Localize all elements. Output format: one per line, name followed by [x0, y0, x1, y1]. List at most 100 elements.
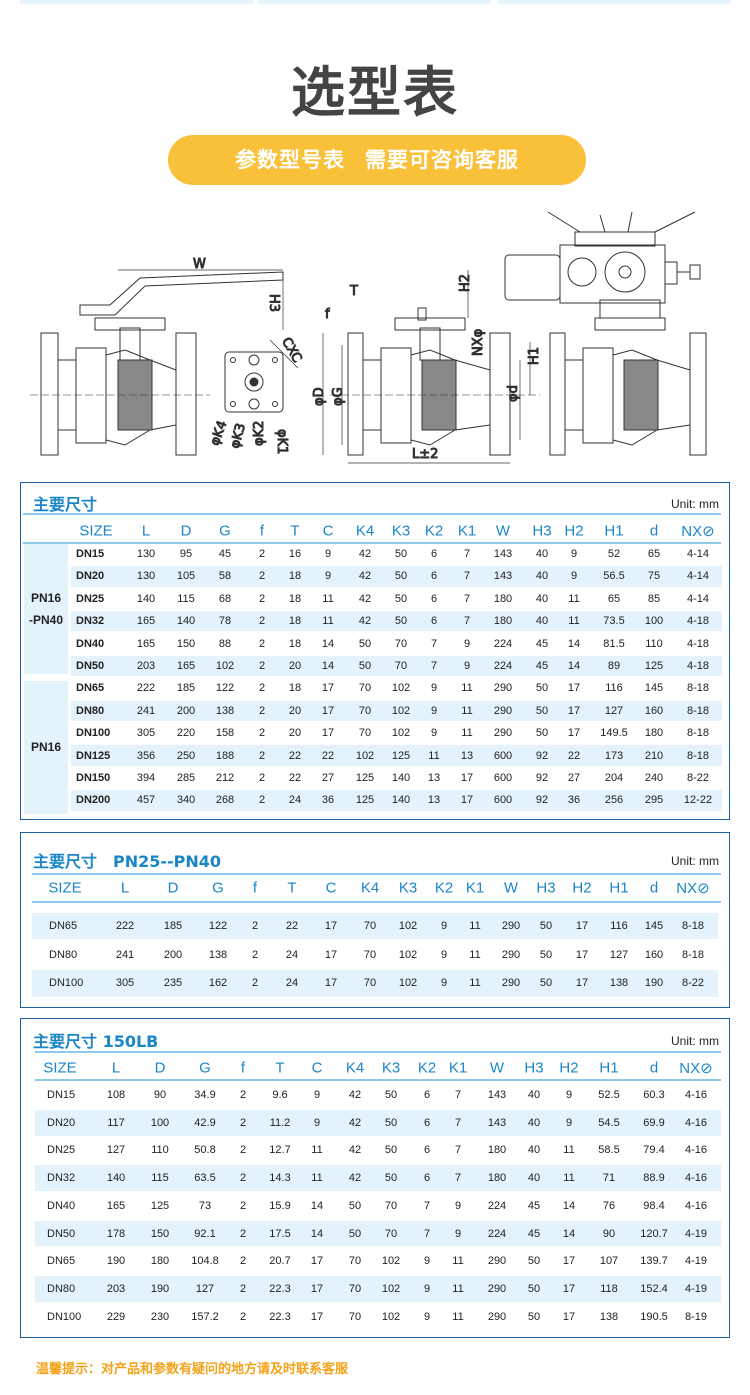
table-cell: 8-18: [681, 920, 705, 932]
column-header: W: [503, 879, 519, 897]
table-cell: 165: [136, 615, 156, 628]
table-cell: 45: [527, 1199, 541, 1212]
table-cell: 17: [321, 704, 335, 717]
group-text: PN16 -PN40: [28, 590, 63, 627]
table-cell: 102: [398, 920, 418, 932]
table-cell: 50: [384, 1172, 398, 1185]
table-cell: 229: [106, 1310, 126, 1323]
table-cell: 100: [150, 1116, 170, 1129]
column-header: f: [259, 522, 265, 540]
table-cell: 11: [322, 615, 334, 628]
table-cell: 88: [218, 637, 232, 650]
table-cell: 16: [288, 548, 302, 560]
dim-K1: φK1: [274, 429, 289, 454]
table-cell: 17: [324, 948, 338, 961]
table-cell: 295: [644, 794, 664, 807]
table-cell: 143: [493, 570, 513, 583]
table-cell: 250: [176, 749, 196, 762]
table-cell: 2: [258, 682, 266, 695]
table-cell: 22: [288, 749, 302, 762]
row-size: DN100: [76, 727, 111, 740]
table-cell: 102: [398, 948, 418, 961]
table-cell: 200: [163, 948, 183, 961]
table-cell: 268: [215, 794, 235, 807]
dimension-valve: [322, 270, 540, 464]
table-cell: 230: [150, 1310, 170, 1323]
table-cell: 224: [487, 1199, 507, 1212]
row-stripe: [35, 1276, 721, 1302]
table-cell: 2: [258, 548, 266, 560]
table-cell: 220: [176, 727, 196, 740]
row-size: DN200: [76, 794, 111, 807]
title-divider: [35, 1051, 721, 1053]
table-cell: 92.1: [194, 1227, 216, 1240]
table-cell: 92: [535, 749, 549, 762]
table-cell: 130: [136, 548, 156, 560]
table-cell: 9: [430, 704, 438, 717]
table-cell: 138: [208, 948, 228, 961]
header-divider: [32, 901, 721, 903]
table-cell: 54.5: [598, 1116, 620, 1129]
table-cell: 6: [423, 1089, 431, 1101]
table-cell: 9: [423, 1310, 431, 1323]
table-cell: 68: [218, 592, 232, 605]
table-cell: 92: [535, 794, 549, 807]
table-cell: 7: [454, 1172, 462, 1185]
table-cell: 45: [218, 548, 232, 560]
row-size: DN65: [47, 1255, 76, 1268]
table-cell: 50: [384, 1116, 398, 1129]
table-cell: 178: [106, 1227, 126, 1240]
table-cell: 204: [604, 772, 624, 784]
table-cell: 108: [106, 1089, 126, 1101]
column-header: K2: [417, 1059, 437, 1077]
column-header: D: [167, 879, 179, 897]
table-cell: 125: [644, 660, 664, 672]
dim-d: φd: [506, 385, 521, 402]
table-cell: 600: [493, 749, 513, 762]
table-cell: 290: [493, 682, 513, 695]
table-cell: 190: [106, 1255, 126, 1268]
table-cell: 11.2: [269, 1116, 291, 1129]
table-cell: 290: [501, 948, 521, 961]
table-cell: 4-16: [684, 1116, 708, 1129]
table-cell: 285: [176, 772, 196, 784]
table-cell: 12-22: [683, 794, 713, 807]
header-divider: [23, 542, 721, 544]
table-cell: 9: [440, 977, 448, 990]
table-cell: 2: [239, 1255, 247, 1268]
table-cell: 7: [423, 1227, 431, 1240]
table-cell: 70: [384, 1227, 398, 1240]
dim-T: T: [349, 284, 358, 299]
row-size: DN15: [76, 548, 105, 560]
table-cell: 78: [218, 615, 232, 628]
row-stripe: [32, 970, 718, 997]
table-cell: 145: [644, 682, 664, 695]
table-cell: 2: [258, 637, 266, 650]
column-header: W: [489, 1059, 505, 1077]
table-cell: 50: [348, 1227, 362, 1240]
column-header: T: [287, 879, 297, 897]
column-header: SIZE: [79, 522, 113, 540]
table-cell: 50: [394, 592, 408, 605]
table-cell: 457: [136, 794, 156, 807]
table-cell: 4-14: [686, 548, 710, 560]
table-cell: 50: [394, 615, 408, 628]
table-cell: 17: [310, 1310, 324, 1323]
table-cell: 127: [609, 948, 629, 961]
table-cell: 20: [288, 660, 302, 672]
valve-drawing: W H3 CXC φK4 φK3 φK2 φK1 T f φD φG L±2 H…: [30, 211, 707, 464]
table-cell: 2: [258, 660, 266, 672]
table-cell: 70: [363, 948, 377, 961]
table-cell: 180: [493, 592, 513, 605]
table-cell: 60.3: [643, 1089, 665, 1101]
table-cell: 9: [570, 548, 578, 560]
dim-H2: H2: [458, 274, 473, 292]
top-flange-plate: [224, 339, 299, 413]
column-header: H1: [599, 1059, 619, 1077]
table-cell: 9: [463, 637, 471, 650]
table-cell: 2: [239, 1199, 247, 1212]
table-cell: 4-16: [684, 1199, 708, 1212]
column-header: d: [649, 522, 659, 540]
table-cell: 8-19: [684, 1310, 708, 1323]
row-size: DN65: [49, 920, 78, 932]
